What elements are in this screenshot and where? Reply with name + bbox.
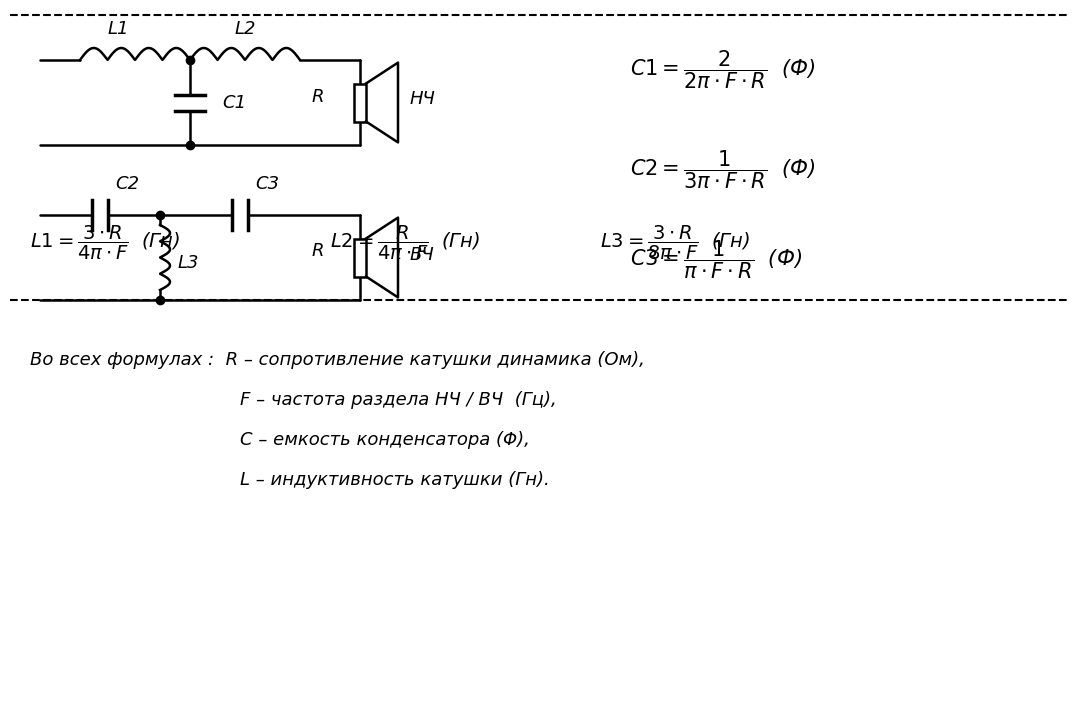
Text: L1: L1 [108, 20, 130, 38]
Text: ВЧ: ВЧ [410, 245, 435, 264]
Bar [354, 239, 366, 277]
Text: $C2 = \dfrac{1}{3\pi \cdot F \cdot R}$  (Ф): $C2 = \dfrac{1}{3\pi \cdot F \cdot R}$ (… [630, 149, 815, 191]
Text: L3: L3 [178, 254, 200, 272]
Text: $L2 = \dfrac{R}{4\pi \cdot F}$  (Гн): $L2 = \dfrac{R}{4\pi \cdot F}$ (Гн) [330, 224, 480, 262]
Text: R: R [312, 242, 324, 260]
Text: Во всех формулах :  R – сопротивление катушки динамика (Ом),: Во всех формулах : R – сопротивление кат… [30, 351, 645, 369]
Text: НЧ: НЧ [410, 91, 436, 109]
Bar [354, 84, 366, 122]
Text: L2: L2 [234, 20, 256, 38]
Text: C – емкость конденсатора (Φ),: C – емкость конденсатора (Φ), [240, 431, 530, 449]
Text: C2: C2 [114, 175, 139, 193]
Text: $C3 = \dfrac{1}{\pi \cdot F \cdot R}$  (Ф): $C3 = \dfrac{1}{\pi \cdot F \cdot R}$ (Ф… [630, 239, 802, 281]
Text: L – индуктивность катушки (Гн).: L – индуктивность катушки (Гн). [240, 471, 550, 489]
Text: $C1 = \dfrac{2}{2\pi \cdot F \cdot R}$  (Ф): $C1 = \dfrac{2}{2\pi \cdot F \cdot R}$ (… [630, 49, 815, 92]
Text: $L3 = \dfrac{3 \cdot R}{8\pi \cdot F}$  (Гн): $L3 = \dfrac{3 \cdot R}{8\pi \cdot F}$ (… [600, 224, 750, 262]
Text: C3: C3 [255, 175, 279, 193]
Text: C1: C1 [222, 94, 246, 112]
Text: R: R [312, 87, 324, 106]
Text: $L1 = \dfrac{3 \cdot R}{4\pi \cdot F}$  (Гн): $L1 = \dfrac{3 \cdot R}{4\pi \cdot F}$ (… [30, 224, 180, 262]
Text: F – частота раздела НЧ / ВЧ  (Гц),: F – частота раздела НЧ / ВЧ (Гц), [240, 391, 557, 409]
